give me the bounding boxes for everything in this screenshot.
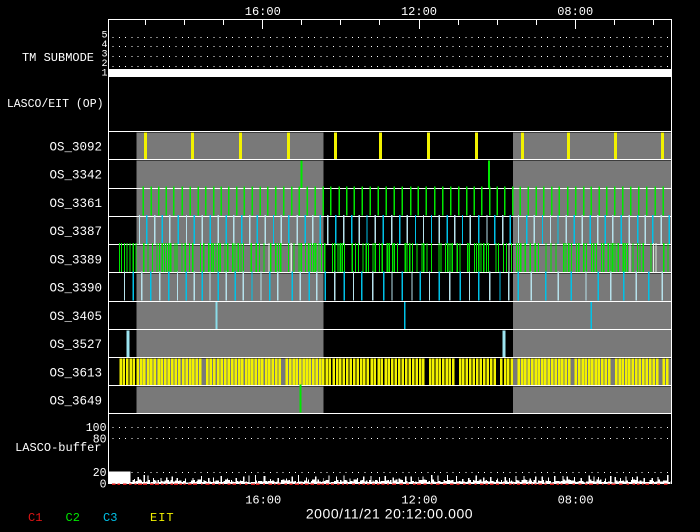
svg-text:LASCO/EIT (OP): LASCO/EIT (OP) [7,98,104,111]
svg-text:OS_3390: OS_3390 [49,282,102,296]
svg-text:5: 5 [101,31,107,42]
svg-text:OS_3092: OS_3092 [49,140,102,154]
svg-text:OS_3405: OS_3405 [49,310,102,324]
svg-text:2000/11/21 20:12:00.000: 2000/11/21 20:12:00.000 [306,505,473,521]
svg-text:C2: C2 [66,511,80,525]
svg-text:3: 3 [101,50,107,61]
svg-text:20: 20 [93,467,107,480]
svg-text:16:00: 16:00 [245,493,281,507]
svg-text:OS_3361: OS_3361 [49,197,102,211]
svg-text:OS_3342: OS_3342 [49,169,102,183]
svg-text:100: 100 [86,422,107,435]
svg-text:TM SUBMODE: TM SUBMODE [22,51,94,65]
svg-text:OS_3389: OS_3389 [49,253,102,267]
svg-text:EIT: EIT [150,511,175,525]
svg-text:08:00: 08:00 [558,493,594,507]
svg-text:4: 4 [101,40,107,51]
svg-text:12:00: 12:00 [401,5,437,19]
svg-text:12:00: 12:00 [401,493,437,507]
svg-text:OS_3613: OS_3613 [49,366,102,380]
svg-text:OS_3527: OS_3527 [49,338,102,352]
svg-text:80: 80 [93,434,107,447]
svg-text:OS_3387: OS_3387 [49,225,102,239]
svg-text:C1: C1 [28,511,42,525]
svg-text:2: 2 [101,59,107,70]
svg-text:16:00: 16:00 [245,5,281,19]
svg-text:1: 1 [101,68,107,79]
svg-text:08:00: 08:00 [557,5,593,19]
svg-text:OS_3649: OS_3649 [49,394,102,408]
svg-text:C3: C3 [103,511,117,525]
svg-text:0: 0 [100,479,107,492]
svg-text:LASCO-buffer: LASCO-buffer [15,441,101,455]
